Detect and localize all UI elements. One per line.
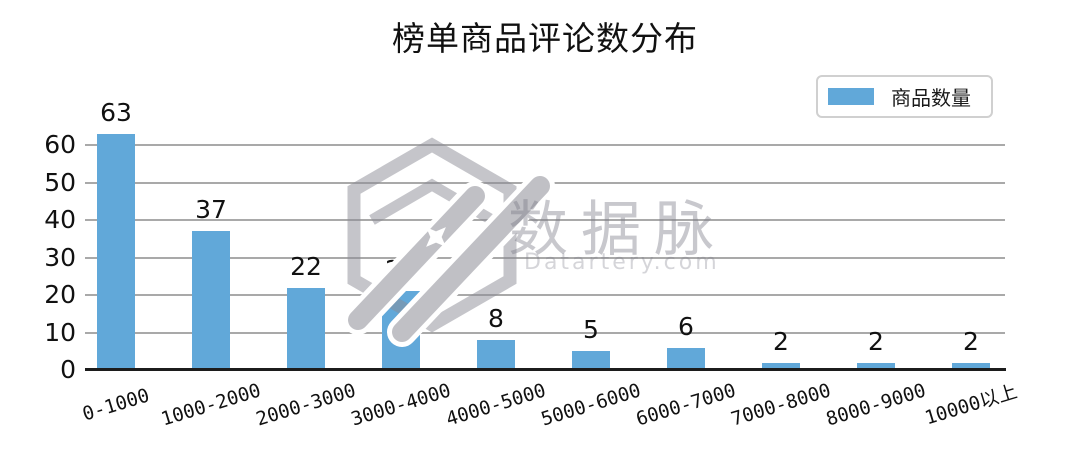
y-gridline xyxy=(85,144,1005,146)
bar-value-label: 21 xyxy=(385,255,417,285)
bar-value-label: 6 xyxy=(678,311,694,341)
y-axis-tick-label: 0 xyxy=(60,355,76,384)
watermark-brand-text: 数据脉 xyxy=(508,195,727,265)
chart-title: 榜单商品评论数分布 xyxy=(392,19,698,58)
bar xyxy=(477,340,515,370)
legend-series-label: 商品数量 xyxy=(891,86,971,110)
bar xyxy=(762,362,800,370)
bar-value-label: 22 xyxy=(290,251,322,281)
x-axis-line xyxy=(85,368,1006,371)
y-axis-tick-label: 40 xyxy=(44,205,76,234)
bar xyxy=(572,351,610,370)
bar-value-label: 37 xyxy=(195,195,227,225)
watermark-site-text: Datartery.com xyxy=(524,250,720,275)
bar xyxy=(97,133,135,370)
bar xyxy=(667,347,705,370)
bar xyxy=(952,362,990,370)
y-gridline xyxy=(85,181,1005,184)
y-axis-tick-label: 50 xyxy=(44,167,76,197)
legend-color-swatch xyxy=(828,88,874,105)
bar-value-label: 2 xyxy=(963,326,979,356)
y-axis-tick-label: 30 xyxy=(44,242,76,272)
bar-value-label: 8 xyxy=(488,304,504,333)
y-axis-tick-label: 60 xyxy=(44,130,76,159)
bar-value-label: 2 xyxy=(868,326,884,356)
bar xyxy=(382,291,420,370)
bar xyxy=(857,362,895,370)
legend: 商品数量 xyxy=(816,75,993,118)
y-axis-tick-label: 20 xyxy=(44,280,76,309)
bar xyxy=(287,287,325,370)
bar-value-label: 2 xyxy=(773,326,789,356)
y-axis-tick-label: 10 xyxy=(44,317,76,347)
bar-value-label: 5 xyxy=(583,315,599,345)
bar xyxy=(192,231,230,370)
bar-value-label: 63 xyxy=(100,97,132,127)
